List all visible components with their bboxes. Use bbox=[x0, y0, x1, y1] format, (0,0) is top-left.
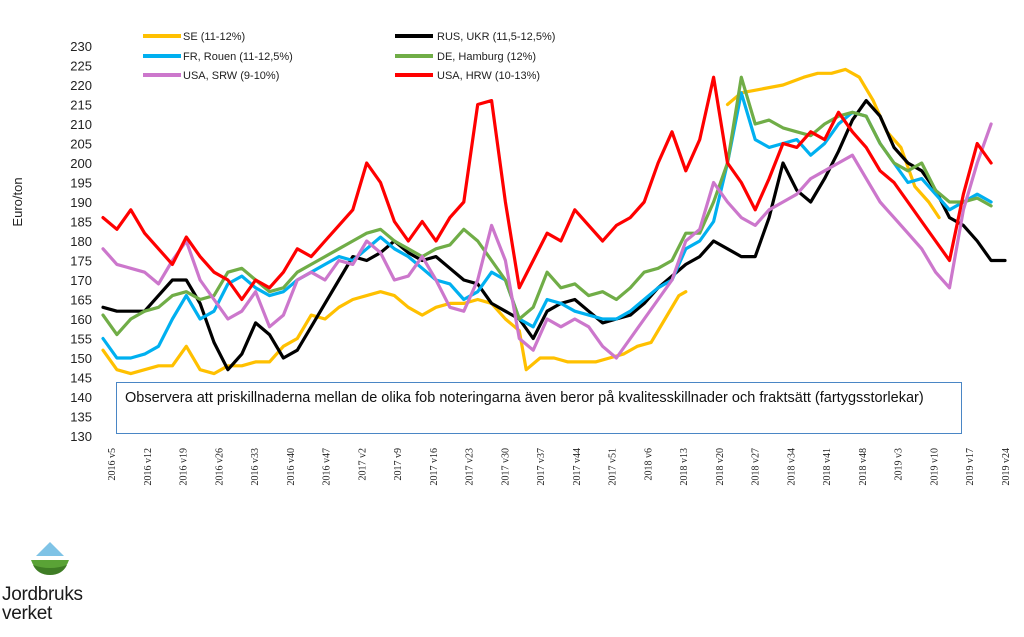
x-axis: 2016 v5 2016 v12 2016 v19 2016 v26 2016 v33 2… bbox=[107, 448, 1012, 486]
logo-wordmark: Jordbruks verket bbox=[2, 585, 83, 623]
y-tick-label: 140 bbox=[70, 390, 92, 405]
y-axis-label: Euro/ton bbox=[10, 177, 25, 226]
x-tick-label: 2017 v16 bbox=[429, 448, 440, 486]
x-tick-label: 2017 v51 bbox=[608, 448, 619, 486]
x-tick-label: 2018 v20 bbox=[715, 448, 726, 486]
x-tick-label: 2016 v5 bbox=[107, 448, 118, 481]
chart-legend: SE (11-12%) RUS, UKR (11,5-12,5%) FR, Roue… bbox=[143, 31, 555, 82]
y-tick-label: 230 bbox=[70, 39, 92, 54]
y-tick-label: 225 bbox=[70, 59, 92, 74]
x-tick-label: 2017 v44 bbox=[572, 448, 583, 486]
x-tick-label: 2017 v23 bbox=[465, 448, 476, 486]
y-tick-label: 195 bbox=[70, 176, 92, 191]
x-tick-label: 2016 v33 bbox=[250, 448, 261, 486]
y-tick-label: 210 bbox=[70, 117, 92, 132]
x-tick-label: 2017 v9 bbox=[393, 448, 404, 481]
series-lines bbox=[101, 67, 1007, 376]
series-3 bbox=[101, 75, 993, 337]
y-tick-label: 170 bbox=[70, 273, 92, 288]
series-4 bbox=[101, 122, 993, 360]
x-tick-label: 2017 v30 bbox=[500, 448, 511, 486]
y-tick-label: 215 bbox=[70, 98, 92, 113]
y-tick-label: 135 bbox=[70, 410, 92, 425]
x-tick-label: 2019 v10 bbox=[929, 448, 940, 486]
series-line bbox=[725, 67, 941, 220]
y-tick-label: 150 bbox=[70, 351, 92, 366]
x-tick-label: 2018 v6 bbox=[643, 448, 654, 481]
y-tick-label: 200 bbox=[70, 156, 92, 171]
x-tick-label: 2016 v47 bbox=[322, 448, 333, 486]
y-tick-label: 130 bbox=[70, 429, 92, 444]
series-1 bbox=[101, 99, 1007, 372]
legend-label: SE (11-12%) bbox=[183, 31, 245, 43]
y-tick-label: 205 bbox=[70, 137, 92, 152]
y-tick-label: 190 bbox=[70, 195, 92, 210]
x-tick-label: 2018 v48 bbox=[858, 448, 869, 486]
x-tick-label: 2017 v2 bbox=[357, 448, 368, 481]
legend-label: DE, Hamburg (12%) bbox=[437, 51, 536, 63]
note-text: Observera att priskillnaderna mellan de … bbox=[125, 390, 924, 406]
x-tick-label: 2019 v24 bbox=[1001, 448, 1012, 486]
y-tick-label: 160 bbox=[70, 312, 92, 327]
series-line bbox=[101, 99, 1007, 372]
y-tick-label: 180 bbox=[70, 234, 92, 249]
series-5 bbox=[101, 75, 993, 302]
x-tick-label: 2016 v40 bbox=[286, 448, 297, 486]
legend-label: USA, HRW (10-13%) bbox=[437, 70, 540, 82]
series-line bbox=[101, 75, 993, 337]
x-tick-label: 2018 v27 bbox=[751, 448, 762, 486]
series-line bbox=[101, 75, 993, 302]
logo-line-1: Jordbruks bbox=[2, 584, 83, 605]
x-tick-label: 2016 v26 bbox=[214, 448, 225, 486]
x-tick-label: 2018 v13 bbox=[679, 448, 690, 486]
y-tick-label: 165 bbox=[70, 293, 92, 308]
logo-line-2: verket bbox=[2, 603, 52, 624]
series-0 bbox=[101, 67, 941, 376]
y-axis: 130 135 140 145 150 155 160 165 170 175 180 185 190 1… bbox=[70, 39, 92, 444]
x-tick-label: 2019 v17 bbox=[965, 448, 976, 486]
series-line bbox=[101, 290, 688, 376]
legend-label: USA, SRW (9-10%) bbox=[183, 70, 279, 82]
y-tick-label: 155 bbox=[70, 332, 92, 347]
y-tick-label: 220 bbox=[70, 78, 92, 93]
y-tick-label: 145 bbox=[70, 371, 92, 386]
legend-label: RUS, UKR (11,5-12,5%) bbox=[437, 31, 555, 43]
note-box: Observera att priskillnaderna mellan de … bbox=[116, 382, 962, 434]
series-line bbox=[101, 122, 993, 360]
x-tick-label: 2016 v12 bbox=[143, 448, 154, 486]
x-tick-label: 2018 v41 bbox=[822, 448, 833, 486]
x-tick-label: 2018 v34 bbox=[786, 448, 797, 486]
jordbruksverket-logo bbox=[31, 542, 69, 575]
x-tick-label: 2016 v19 bbox=[179, 448, 190, 486]
x-tick-label: 2019 v3 bbox=[894, 448, 905, 481]
y-tick-label: 175 bbox=[70, 254, 92, 269]
x-tick-label: 2017 v37 bbox=[536, 448, 547, 486]
legend-label: FR, Rouen (11-12,5%) bbox=[183, 51, 293, 63]
y-tick-label: 185 bbox=[70, 215, 92, 230]
